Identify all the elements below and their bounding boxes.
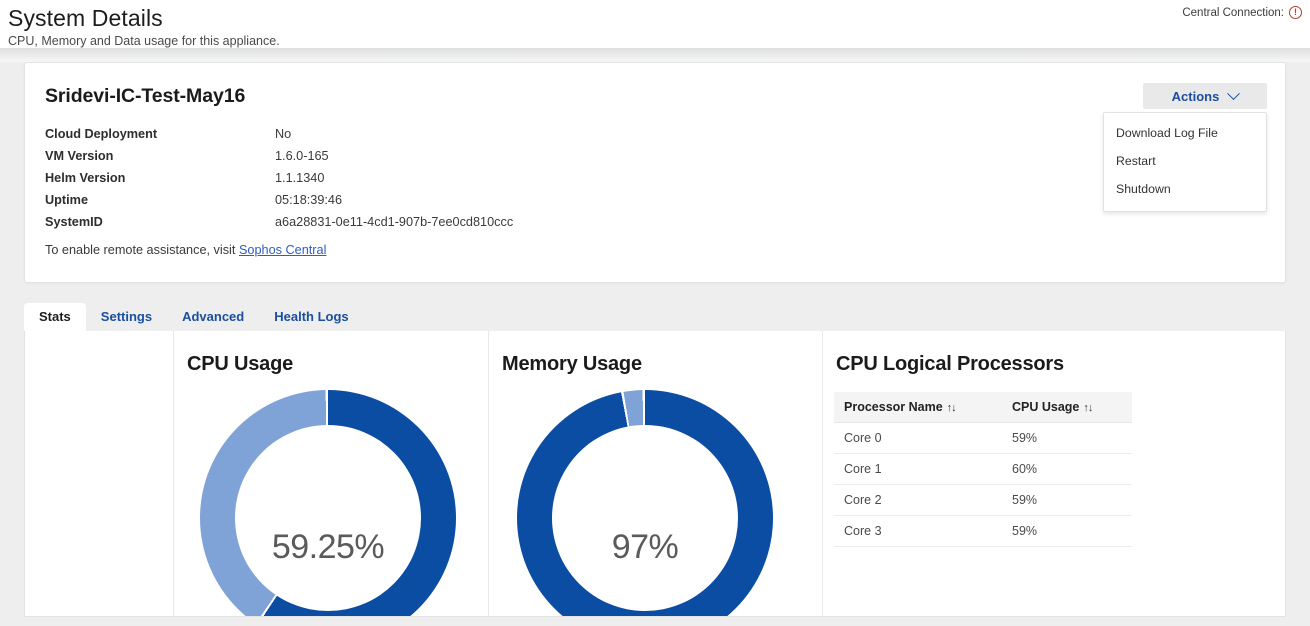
info-label-vm-version: VM Version xyxy=(45,148,114,163)
table-row: Cloud Deployment No xyxy=(45,123,513,145)
cell-processor-name-3: Core 3 xyxy=(834,515,1002,547)
column-header-cpu-usage[interactable]: CPU Usage ↑↓ xyxy=(1002,392,1132,423)
menu-item-shutdown[interactable]: Shutdown xyxy=(1116,182,1171,196)
sort-icon-processor-name[interactable]: ↑↓ xyxy=(946,402,957,414)
info-value-helm-version: 1.1.1340 xyxy=(275,170,325,185)
info-label-helm-version: Helm Version xyxy=(45,170,126,185)
memory-usage-chart-section: Memory Usage 97% xyxy=(488,331,822,616)
system-info-table: Cloud Deployment No VM Version 1.6.0-165… xyxy=(45,123,513,233)
sophos-central-link[interactable]: Sophos Central xyxy=(238,243,327,257)
menu-item-download-log-file[interactable]: Download Log File xyxy=(1116,126,1218,140)
cell-cpu-usage-0: 59% xyxy=(1002,422,1132,454)
tab-settings[interactable]: Settings xyxy=(100,309,153,324)
remote-assistance-text: To enable remote assistance, visit xyxy=(45,243,239,257)
tab-stats[interactable]: Stats xyxy=(24,303,86,331)
table-row: VM Version 1.6.0-165 xyxy=(45,145,513,167)
cpu-usage-donut-chart: 59.25% xyxy=(200,390,456,616)
info-label-uptime: Uptime xyxy=(45,192,88,207)
table-row: Helm Version 1.1.1340 xyxy=(45,167,513,189)
cpu-usage-chart-section: CPU Usage 59.25% xyxy=(173,331,488,616)
table-row: Core 1 60% xyxy=(834,453,1132,485)
cpu-usage-donut-holder: 59.25% xyxy=(174,390,488,616)
info-value-systemid: a6a28831-0e11-4cd1-907b-7ee0cd810ccc xyxy=(275,214,514,229)
actions-menu-container: Actions Download Log File Restart Shutdo… xyxy=(1103,83,1267,212)
actions-button[interactable]: Actions xyxy=(1143,83,1267,109)
memory-usage-donut-hole: 97% xyxy=(552,425,738,611)
cell-cpu-usage-3: 59% xyxy=(1002,515,1132,547)
table-row: Core 3 59% xyxy=(834,515,1132,547)
actions-button-label: Actions xyxy=(1171,88,1220,104)
system-name: Sridevi-IC-Test-May16 xyxy=(45,85,246,107)
tab-health-logs[interactable]: Health Logs xyxy=(274,309,349,324)
memory-usage-value: 97% xyxy=(611,527,679,566)
column-header-processor-name-label: Processor Name xyxy=(844,400,943,414)
cpu-logical-processors-section: CPU Logical Processors Processor Name ↑↓ … xyxy=(822,331,1152,616)
memory-usage-donut-chart: 97% xyxy=(517,390,773,616)
actions-dropdown-menu: Download Log File Restart Shutdown xyxy=(1103,112,1267,212)
content-area: Sridevi-IC-Test-May16 Cloud Deployment N… xyxy=(0,62,1310,626)
tab-advanced[interactable]: Advanced xyxy=(182,309,245,324)
column-header-processor-name[interactable]: Processor Name ↑↓ xyxy=(834,392,1002,423)
table-row: SystemID a6a28831-0e11-4cd1-907b-7ee0cd8… xyxy=(45,211,513,233)
info-label-cloud-deployment: Cloud Deployment xyxy=(45,126,158,141)
cpu-logical-processors-table: Processor Name ↑↓ CPU Usage ↑↓ Core 0 59% … xyxy=(834,392,1132,547)
info-value-cloud-deployment: No xyxy=(275,126,292,141)
tab-bar: Stats Settings Advanced Health Logs xyxy=(24,303,1286,331)
cpu-logical-processors-title: CPU Logical Processors xyxy=(836,353,1064,375)
page-header: System Details CPU, Memory and Data usag… xyxy=(0,0,1310,48)
remote-assistance-note: To enable remote assistance, visit Sopho… xyxy=(45,243,1265,257)
sort-icon-cpu-usage[interactable]: ↑↓ xyxy=(1083,402,1093,414)
menu-item-restart[interactable]: Restart xyxy=(1116,154,1156,168)
cpu-usage-title: CPU Usage xyxy=(187,353,294,375)
info-value-vm-version: 1.6.0-165 xyxy=(275,148,329,163)
warning-circle-icon[interactable]: ! xyxy=(1289,6,1302,19)
page-subtitle: CPU, Memory and Data usage for this appl… xyxy=(8,34,280,48)
cell-processor-name-2: Core 2 xyxy=(834,484,1002,516)
cell-processor-name-0: Core 0 xyxy=(834,422,1002,454)
column-header-cpu-usage-label: CPU Usage xyxy=(1012,400,1080,414)
table-row: Core 2 59% xyxy=(834,484,1132,516)
central-connection-status: Central Connection: ! xyxy=(1182,6,1302,19)
header-divider xyxy=(0,48,1310,62)
cell-cpu-usage-1: 60% xyxy=(1002,453,1132,485)
cell-cpu-usage-2: 59% xyxy=(1002,484,1132,516)
table-header-row: Processor Name ↑↓ CPU Usage ↑↓ xyxy=(834,392,1132,423)
table-row: Core 0 59% xyxy=(834,422,1132,454)
memory-usage-donut-holder: 97% xyxy=(489,390,822,616)
memory-usage-title: Memory Usage xyxy=(502,353,642,375)
info-label-systemid: SystemID xyxy=(45,214,103,229)
table-row: Uptime 05:18:39:46 xyxy=(45,189,513,211)
cell-processor-name-1: Core 1 xyxy=(834,453,1002,485)
stats-panel: CPU Usage 59.25% Memory Usage 97% xyxy=(24,331,1286,617)
central-connection-label: Central Connection: xyxy=(1182,6,1284,19)
cpu-usage-value: 59.25% xyxy=(271,527,385,566)
page-title: System Details xyxy=(8,5,163,31)
system-details-card: Sridevi-IC-Test-May16 Cloud Deployment N… xyxy=(24,62,1286,283)
chevron-down-icon xyxy=(1227,86,1241,100)
info-value-uptime: 05:18:39:46 xyxy=(275,192,343,207)
cpu-usage-donut-hole: 59.25% xyxy=(235,425,421,611)
panel-left-spacer xyxy=(25,331,173,616)
